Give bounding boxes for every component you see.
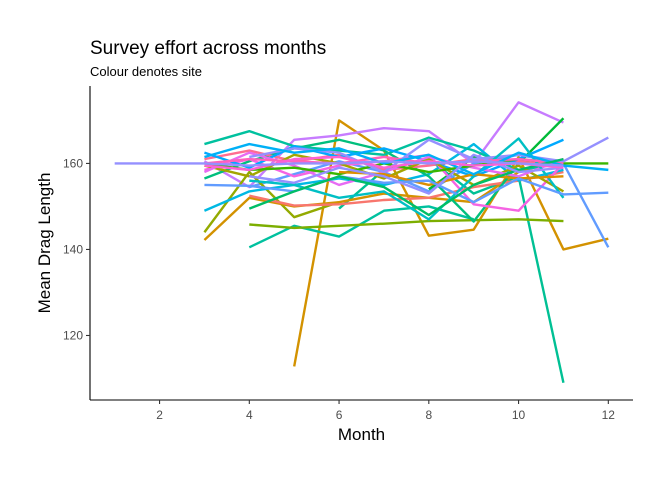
series-line-20 [249, 136, 609, 174]
x-tick-label: 10 [512, 408, 526, 422]
chart-title: Survey effort across months [90, 38, 326, 59]
series-line-21 [249, 137, 565, 221]
series-line-24 [204, 175, 609, 204]
series-line-3 [203, 101, 564, 189]
y-axis-title: Mean Drag Length [35, 173, 54, 314]
series-line-26 [248, 157, 564, 217]
x-axis-title: Month [338, 425, 385, 444]
series-line-27 [249, 153, 564, 195]
axes [89, 86, 633, 401]
series-line-29 [114, 160, 564, 167]
x-tick-label: 8 [425, 408, 432, 422]
series-line-11 [203, 142, 564, 212]
series-line-1 [293, 119, 609, 367]
y-tick-label: 120 [63, 328, 83, 342]
series-line-28 [204, 155, 564, 172]
y-tick-label: 160 [63, 156, 83, 170]
ticks: 2 4 6 8 10 12 120 140 160 [63, 156, 615, 422]
x-tick-label: 4 [246, 408, 253, 422]
x-tick-label: 12 [602, 408, 616, 422]
series-line-25 [204, 142, 609, 176]
chart-subtitle: Colour denotes site [90, 64, 202, 79]
y-tick-label: 140 [63, 242, 83, 256]
series-layer [114, 101, 610, 384]
x-tick-label: 2 [156, 408, 163, 422]
series-line-9 [249, 218, 564, 230]
x-tick-label: 6 [336, 408, 343, 422]
